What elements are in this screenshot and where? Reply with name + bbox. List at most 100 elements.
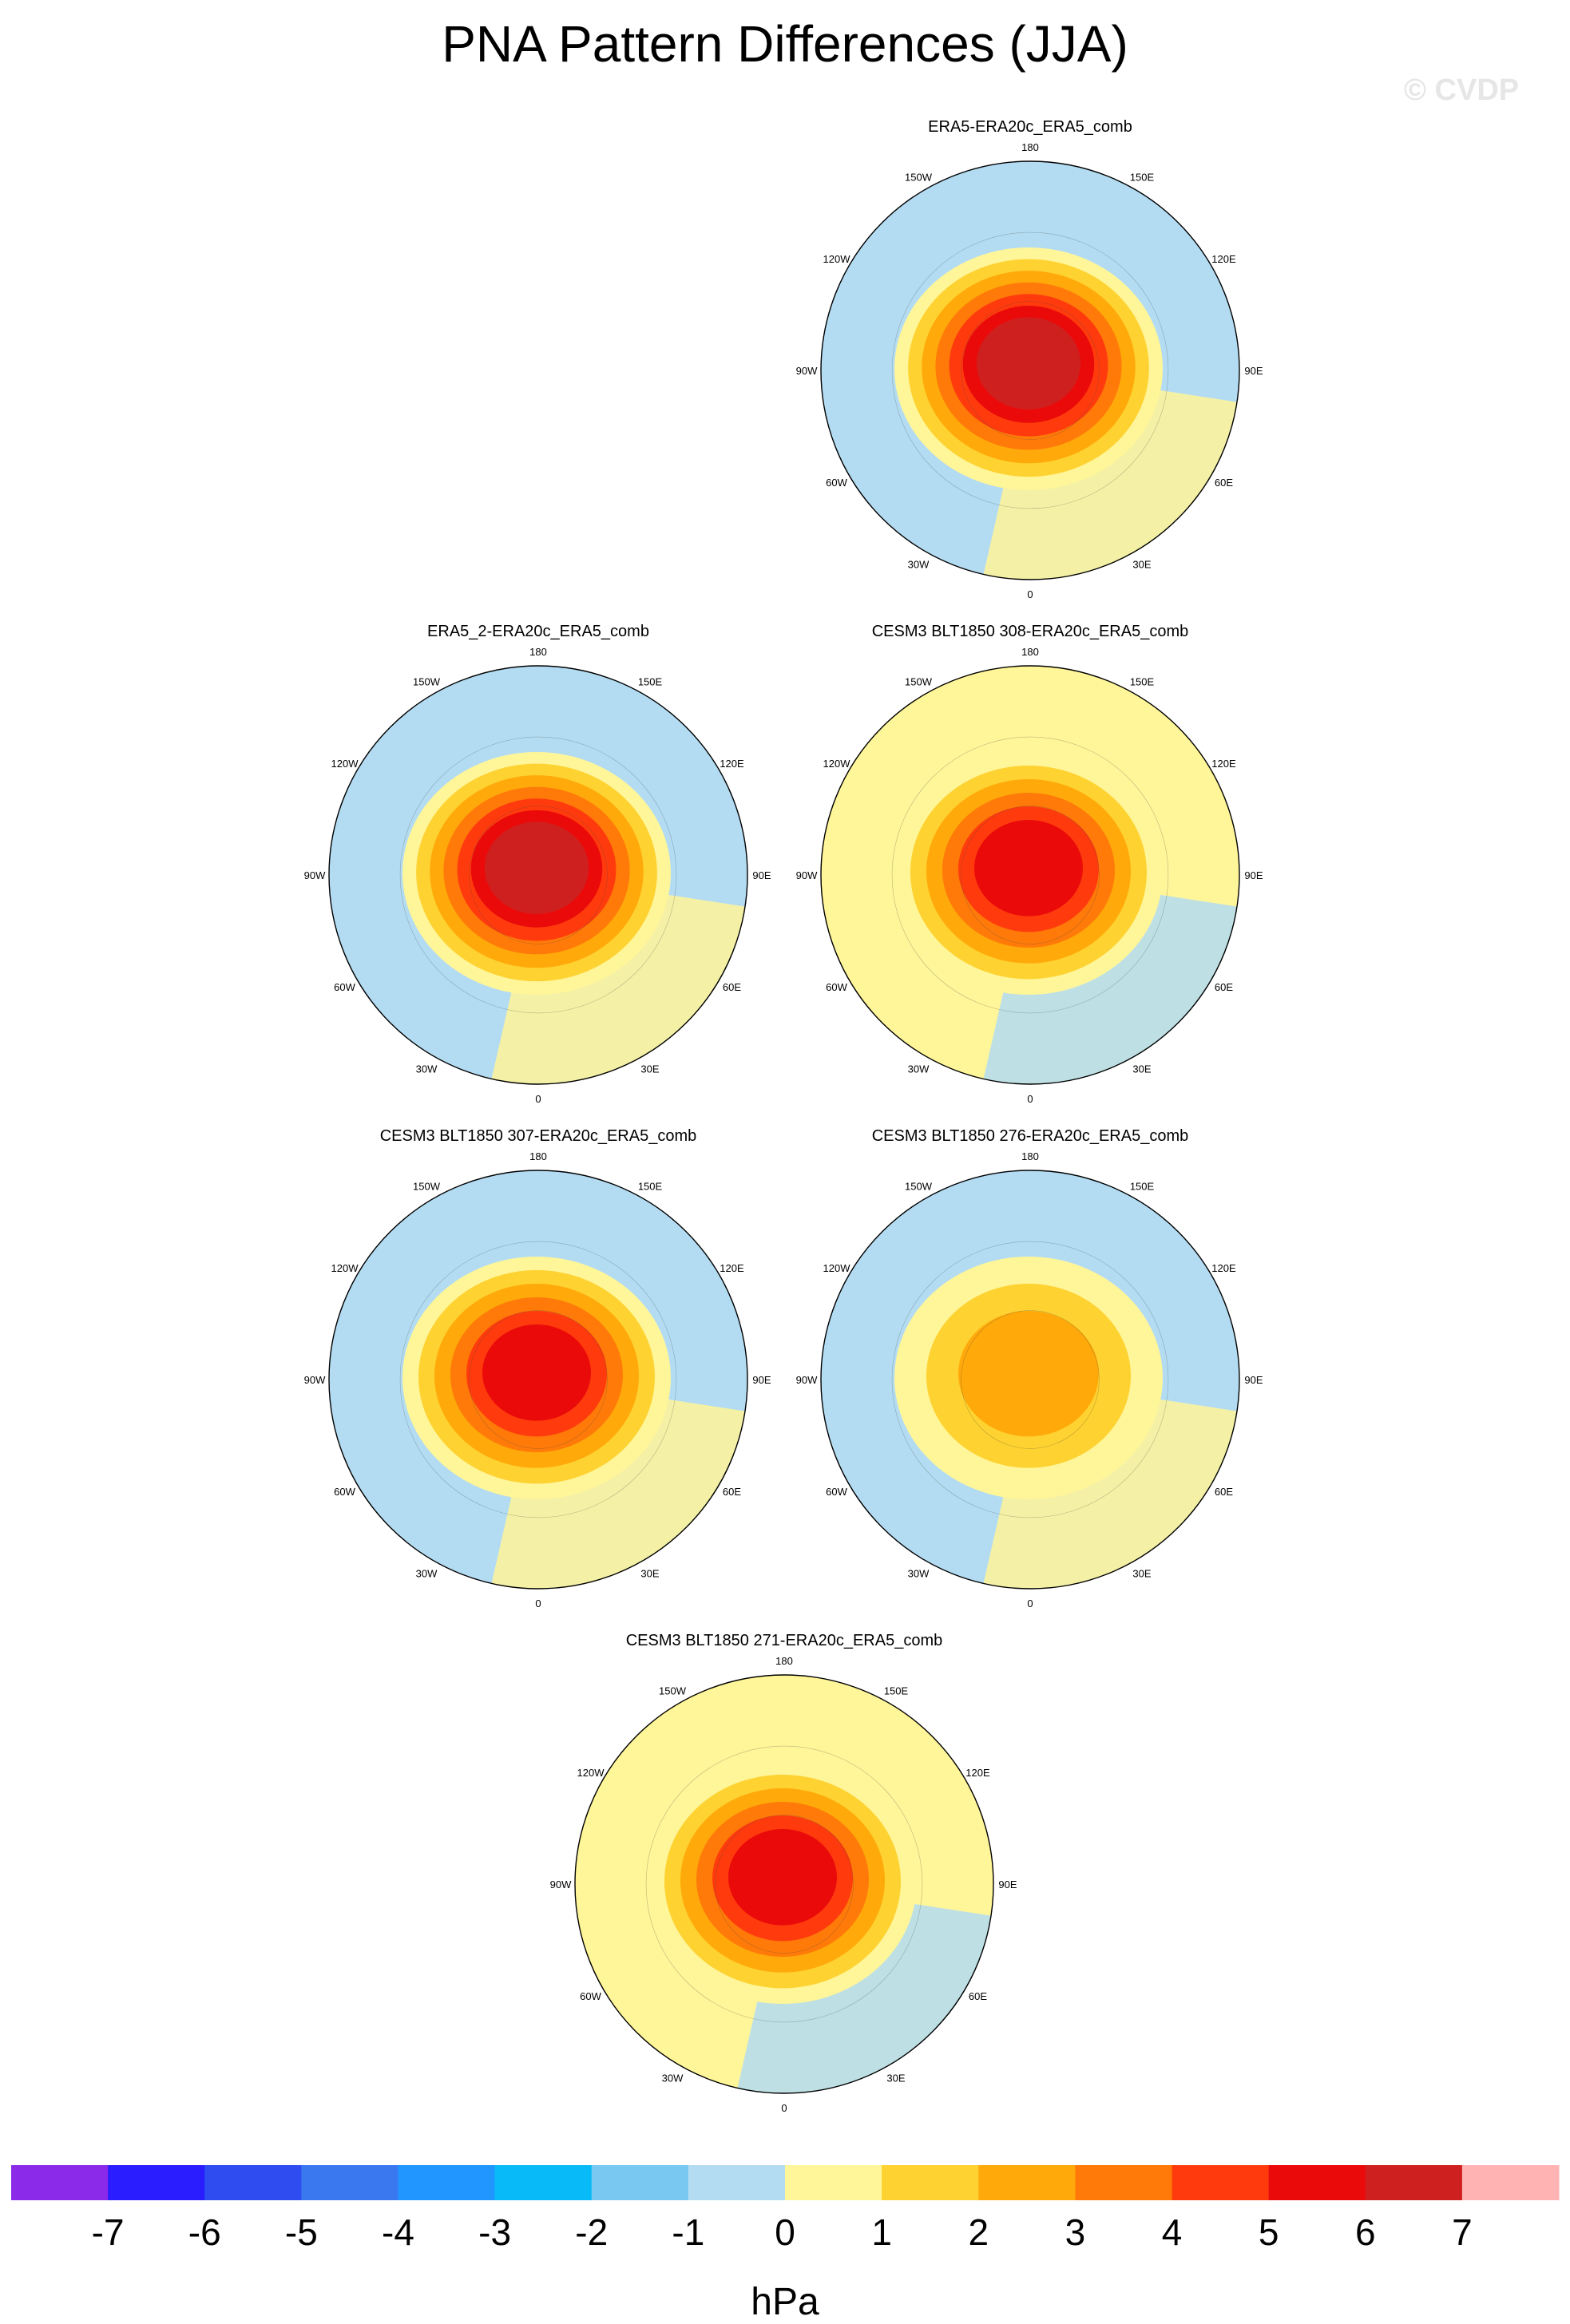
longitude-label: 90E — [1244, 869, 1263, 881]
colorbar-tick-label: 0 — [775, 2211, 795, 2253]
latitude-ring — [961, 806, 1100, 944]
colorbar-bin — [301, 2165, 398, 2200]
colorbar-tick-label: -3 — [478, 2211, 511, 2253]
colorbar-tick-label: 7 — [1452, 2211, 1473, 2253]
panel-title: CESM3 BLT1850 271-ERA20c_ERA5_comb — [625, 1632, 943, 1649]
contour-level-5 — [974, 820, 1083, 917]
latitude-ring — [715, 1815, 854, 1954]
longitude-label: 120E — [1211, 1262, 1236, 1274]
longitude-label: 180 — [1021, 141, 1039, 153]
colorbar-bin — [494, 2165, 593, 2200]
longitude-label: 150E — [638, 676, 663, 688]
map-panel-6: CESM3 BLT1850 271-ERA20c_ERA5_comb 180 15… — [550, 1632, 1017, 2127]
colorbar-tick-label: 6 — [1355, 2211, 1376, 2253]
longitude-label: 150W — [905, 1181, 933, 1193]
map-panel-4: CESM3 BLT1850 307-ERA20c_ERA5_comb 180 15… — [304, 1127, 771, 1622]
colorbar-tick-label: -5 — [285, 2211, 318, 2253]
colorbar-bin — [108, 2165, 205, 2200]
longitude-label: 180 — [529, 646, 547, 658]
longitude-label: 180 — [529, 1150, 547, 1162]
longitude-label: 120E — [965, 1767, 990, 1779]
colorbar-tick-label: -1 — [672, 2211, 704, 2253]
longitude-label: 120W — [823, 758, 851, 770]
longitude-label: 150E — [638, 1181, 663, 1193]
colorbar-bin — [1268, 2165, 1366, 2200]
colorbar-tick-label: 1 — [871, 2211, 892, 2253]
longitude-label: 60E — [969, 1990, 987, 2002]
longitude-label: 150E — [884, 1685, 909, 1697]
longitude-label: 90W — [304, 869, 326, 881]
latitude-ring — [469, 1310, 608, 1449]
longitude-label: 120W — [577, 1767, 605, 1779]
longitude-label: 150W — [413, 676, 441, 688]
longitude-label: 60E — [1215, 1486, 1233, 1498]
longitude-label: 150W — [905, 172, 933, 184]
longitude-label: 120E — [1211, 253, 1236, 265]
contour-level-6 — [484, 822, 589, 914]
colorbar-tick-label: 4 — [1162, 2211, 1183, 2253]
longitude-label: 30W — [908, 558, 930, 570]
map-border — [820, 665, 1240, 1085]
latitude-ring — [961, 1310, 1100, 1449]
longitude-label: 30E — [1132, 1063, 1151, 1075]
latitude-ring — [469, 806, 608, 944]
longitude-label: 120W — [331, 758, 359, 770]
longitude-label: 60W — [826, 1486, 847, 1498]
polar-map-2: 180 150E 120E 90E 60E 30E 0 30W 60W 90W 120W 150W — [304, 646, 771, 1105]
colorbar-bin — [398, 2165, 496, 2200]
longitude-label: 0 — [1027, 1598, 1033, 1609]
latitude-ring — [891, 736, 1169, 1014]
longitude-label: 90W — [796, 869, 818, 881]
longitude-label: 120E — [720, 1262, 744, 1274]
longitude-label: 60W — [334, 981, 355, 993]
map-border — [574, 1674, 994, 2094]
map-panel-2: ERA5_2-ERA20c_ERA5_comb 180 150E 120E 90E 60… — [304, 623, 771, 1118]
longitude-label: 120E — [720, 758, 744, 770]
longitude-label: 90E — [752, 1374, 771, 1386]
latitude-ring — [645, 1745, 923, 2023]
longitude-label: 90E — [1244, 1374, 1263, 1386]
longitude-label: 90E — [1244, 365, 1263, 377]
panel-title: CESM3 BLT1850 308-ERA20c_ERA5_comb — [871, 623, 1189, 640]
panel-title: ERA5-ERA20c_ERA5_comb — [928, 118, 1132, 136]
longitude-label: 120W — [823, 253, 851, 265]
colorbar-tick-label: -4 — [382, 2211, 414, 2253]
map-panel-3: CESM3 BLT1850 308-ERA20c_ERA5_comb 180 15… — [796, 623, 1263, 1118]
longitude-label: 150W — [905, 676, 933, 688]
longitude-label: 180 — [1021, 1150, 1039, 1162]
colorbar-svg: -7 -6 -5 -4 -3 -2 -1 0 1 2 3 4 5 6 7 — [11, 2165, 1560, 2253]
panel-title: CESM3 BLT1850 276-ERA20c_ERA5_comb — [871, 1127, 1189, 1145]
colorbar-tick-label: 5 — [1259, 2211, 1279, 2253]
longitude-label: 0 — [1027, 1093, 1033, 1105]
longitude-label: 90W — [796, 365, 818, 377]
contour-level-5 — [728, 1829, 837, 1926]
longitude-label: 90W — [796, 1374, 818, 1386]
latitude-ring — [891, 1241, 1169, 1518]
polar-map-6: 180 150E 120E 90E 60E 30E 0 30W 60W 90W 120W 150W — [550, 1655, 1017, 2114]
latitude-ring — [961, 301, 1100, 440]
latitude-ring — [891, 232, 1169, 509]
longitude-label: 150E — [1130, 172, 1155, 184]
colorbar-tick-label: -7 — [92, 2211, 125, 2253]
longitude-label: 120W — [331, 1262, 359, 1274]
longitude-label: 60E — [1215, 477, 1233, 489]
longitude-label: 150E — [1130, 1181, 1155, 1193]
longitude-label: 30W — [908, 1063, 930, 1075]
longitude-label: 60W — [826, 981, 847, 993]
longitude-label: 60W — [580, 1990, 601, 2002]
longitude-label: 60E — [1215, 981, 1233, 993]
colorbar-bin — [785, 2165, 882, 2200]
longitude-label: 30E — [1132, 1567, 1151, 1579]
longitude-label: 30W — [416, 1567, 438, 1579]
longitude-label: 180 — [1021, 646, 1039, 658]
colorbar-bin — [204, 2165, 302, 2200]
colorbar-bin — [591, 2165, 689, 2200]
longitude-label: 120W — [823, 1262, 851, 1274]
colorbar-unit-label: hPa — [751, 2281, 819, 2323]
cvdp-watermark: © CVDP — [1404, 73, 1520, 107]
polar-map-4: 180 150E 120E 90E 60E 30E 0 30W 60W 90W 120W 150W — [304, 1150, 771, 1609]
longitude-label: 60W — [334, 1486, 355, 1498]
longitude-label: 60E — [723, 981, 741, 993]
longitude-label: 150W — [659, 1685, 687, 1697]
colorbar-bin — [978, 2165, 1076, 2200]
